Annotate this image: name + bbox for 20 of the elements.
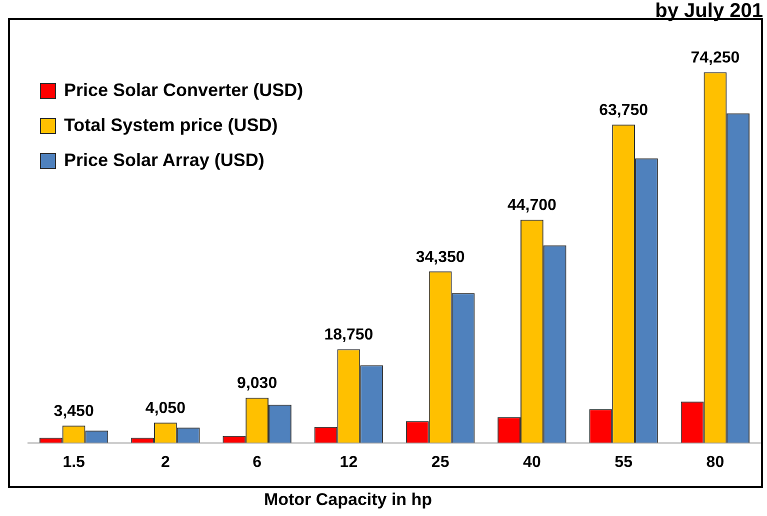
data-label: 9,030 (237, 375, 278, 392)
x-tick-label: 55 (614, 454, 633, 471)
data-label: 3,450 (54, 402, 94, 420)
legend-label: Price Solar Converter (USD) (64, 80, 304, 101)
legend-label: Total System price (USD) (64, 115, 278, 136)
x-tick-label: 6 (252, 454, 262, 471)
x-tick-label: 1.5 (62, 454, 86, 471)
legend-label: Price Solar Array (USD) (64, 150, 264, 171)
x-tick-label: 25 (431, 454, 450, 471)
data-label: 18,750 (324, 326, 374, 344)
x-tick-label: 2 (160, 454, 170, 471)
x-tick-label: 12 (340, 454, 358, 471)
data-label: 44,700 (507, 197, 557, 214)
data-label: 4,050 (145, 400, 186, 417)
x-axis-title: Motor Capacity in hp (262, 490, 434, 510)
x-tick-label: 40 (523, 454, 541, 471)
x-tick-label: 80 (706, 454, 724, 471)
data-label: 74,250 (690, 50, 740, 67)
data-label: 34,350 (416, 248, 465, 266)
data-label: 63,750 (599, 102, 648, 120)
